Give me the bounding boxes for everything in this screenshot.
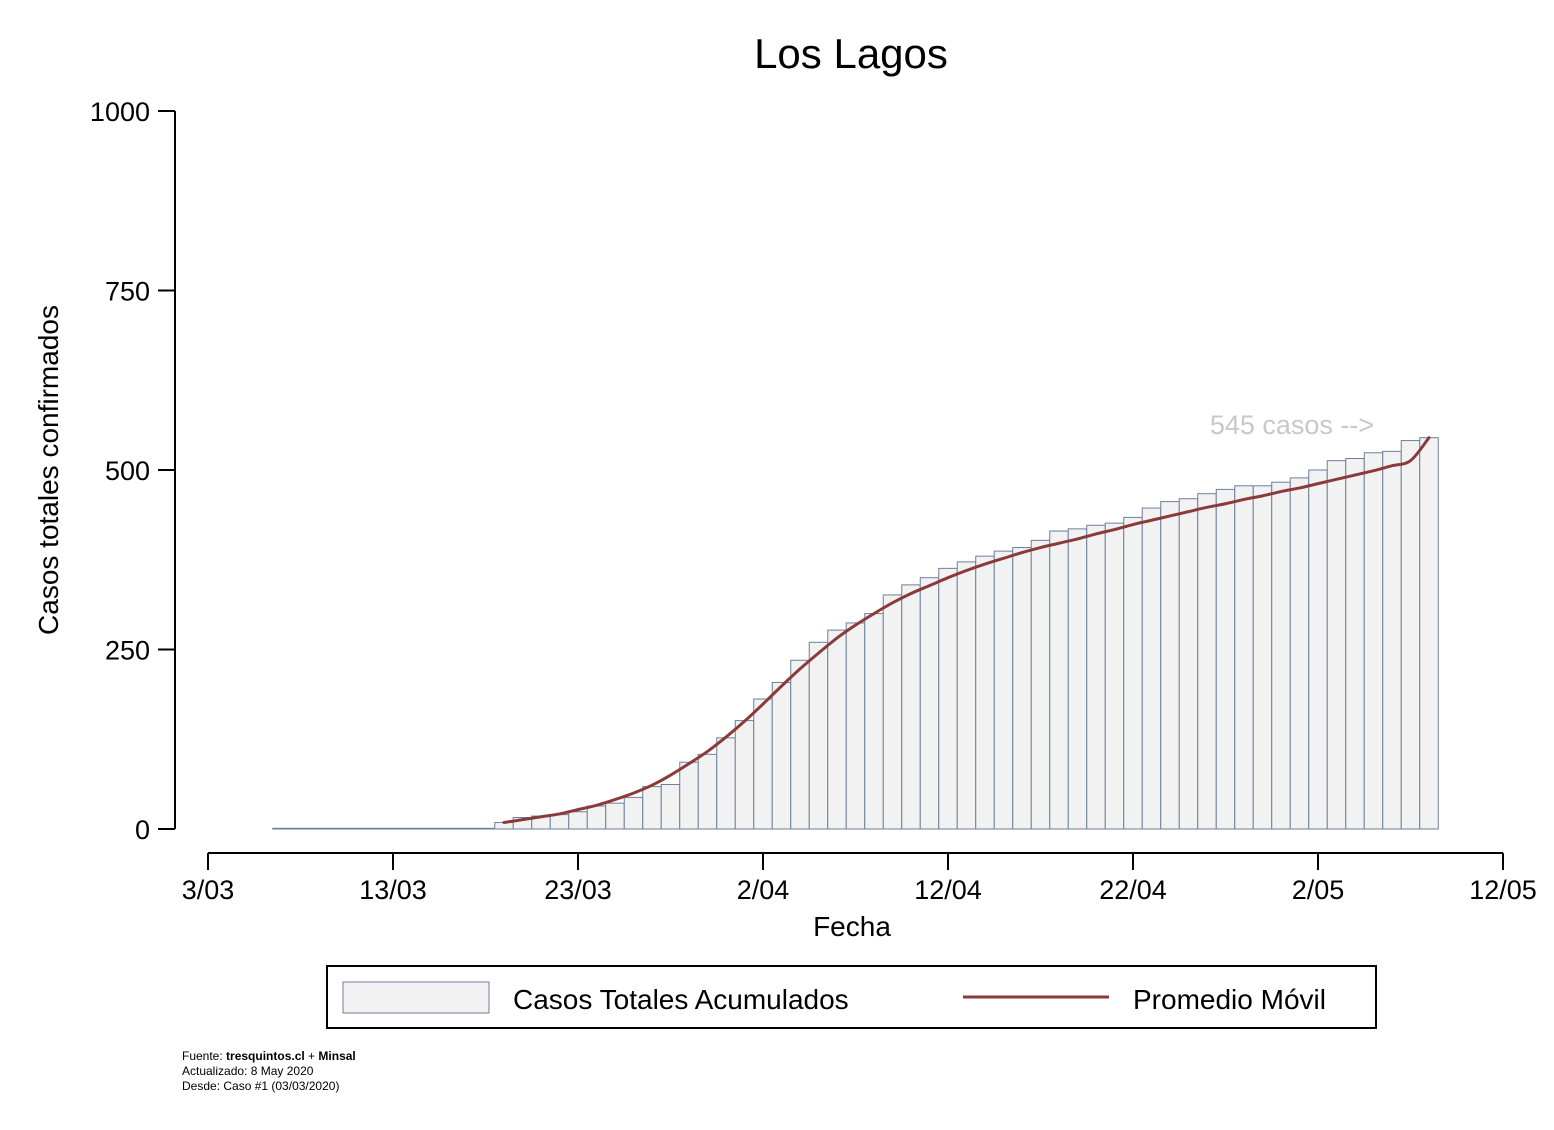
- bar-2020-04-10: [901, 584, 921, 830]
- bar-2020-03-07: [272, 827, 292, 830]
- legend: Casos Totales Acumulados Promedio Móvil: [326, 965, 1377, 1029]
- bar-2020-04-29: [1252, 485, 1273, 830]
- bar-2020-03-27: [642, 786, 662, 830]
- bar-2020-03-23: [568, 811, 588, 830]
- bar-2020-03-08: [290, 827, 311, 830]
- bar-2020-03-31: [716, 737, 736, 830]
- y-tick-label-1000: 1000: [90, 97, 150, 127]
- bar-2020-03-25: [605, 802, 625, 830]
- x-tick-label-4: 12/04: [914, 875, 982, 905]
- bar-2020-04-16: [1012, 547, 1032, 830]
- bar-2020-04-06: [827, 629, 847, 830]
- bar-2020-04-23: [1141, 507, 1162, 830]
- bar-2020-04-24: [1160, 501, 1180, 830]
- x-tick-label-5: 22/04: [1099, 875, 1167, 905]
- legend-swatch-bar: [342, 981, 490, 1014]
- bar-2020-05-04: [1345, 458, 1365, 830]
- y-tick-label-0: 0: [135, 815, 150, 845]
- bar-2020-04-27: [1215, 488, 1236, 830]
- x-axis: 3/03 13/03 23/03 2/04 12/04 22/04 2/05 12/05: [182, 852, 1537, 905]
- bar-2020-03-18: [475, 827, 496, 830]
- bar-2020-03-14: [401, 827, 422, 830]
- bar-2020-04-26: [1197, 493, 1217, 830]
- footer-since: Desde: Caso #1 (03/03/2020): [182, 1079, 340, 1093]
- bar-2020-04-11: [919, 577, 940, 830]
- moving-average-line: [502, 436, 1431, 825]
- x-tick-label-1: 13/03: [359, 875, 427, 905]
- chart-title: Los Lagos: [754, 30, 948, 77]
- bar-2020-04-03: [771, 682, 792, 830]
- bar-2020-04-15: [993, 550, 1014, 830]
- footer-source-site: tresquintos.cl: [226, 1049, 305, 1063]
- bar-2020-03-30: [697, 753, 718, 830]
- bar-series: [272, 437, 1439, 830]
- bar-2020-04-04: [790, 659, 810, 830]
- bar-2020-04-21: [1104, 522, 1125, 830]
- y-tick-label-750: 750: [105, 277, 150, 307]
- y-tick-label-500: 500: [105, 456, 150, 486]
- bar-2020-03-10: [327, 827, 348, 830]
- bar-2020-05-06: [1382, 450, 1402, 830]
- bar-2020-05-02: [1308, 469, 1328, 830]
- legend-label-bars: Casos Totales Acumulados: [513, 984, 849, 1015]
- x-axis-title: Fecha: [813, 911, 891, 942]
- bar-2020-04-30: [1271, 481, 1291, 830]
- x-tick-label-2: 23/03: [544, 875, 612, 905]
- bar-2020-03-09: [309, 827, 329, 830]
- bar-2020-04-09: [882, 594, 903, 830]
- bar-2020-03-12: [364, 827, 385, 830]
- bar-2020-03-22: [549, 814, 570, 830]
- y-axis: 0 250 500 750 1000: [90, 97, 176, 845]
- bar-2020-04-13: [956, 561, 977, 830]
- y-axis-title: Casos totales confirmados: [33, 305, 64, 635]
- bar-2020-03-28: [660, 783, 681, 830]
- bar-2020-03-29: [679, 761, 699, 830]
- bar-2020-05-05: [1363, 452, 1384, 830]
- x-tick-label-3: 2/04: [737, 875, 790, 905]
- bar-2020-04-28: [1234, 485, 1254, 830]
- bar-2020-04-17: [1030, 539, 1051, 830]
- legend-label-line: Promedio Móvil: [1133, 984, 1326, 1015]
- bar-2020-04-12: [938, 567, 958, 830]
- bar-2020-04-25: [1178, 498, 1199, 830]
- bar-2020-05-08: [1419, 437, 1439, 830]
- bar-2020-04-08: [864, 613, 884, 830]
- annotation-545-casos: 545 casos -->: [1210, 410, 1374, 440]
- x-tick-label-7: 12/05: [1469, 875, 1537, 905]
- bar-2020-03-17: [457, 827, 477, 830]
- bar-2020-04-07: [845, 622, 866, 830]
- bar-2020-05-03: [1326, 460, 1347, 830]
- bar-2020-03-16: [438, 827, 459, 830]
- bar-2020-03-15: [420, 827, 440, 830]
- bar-2020-04-05: [808, 641, 829, 830]
- bar-2020-04-19: [1067, 528, 1088, 830]
- bar-2020-05-01: [1289, 477, 1310, 830]
- bar-2020-04-14: [975, 555, 995, 830]
- bar-2020-04-18: [1049, 530, 1069, 830]
- bar-2020-03-11: [346, 827, 366, 830]
- legend-box: [326, 965, 1377, 1029]
- footer-updated: Actualizado: 8 May 2020: [182, 1064, 314, 1078]
- bar-2020-03-24: [586, 805, 607, 830]
- bar-2020-03-13: [383, 827, 403, 830]
- bar-2020-04-01: [734, 720, 755, 830]
- line-series: [502, 436, 1431, 825]
- bar-2020-04-22: [1123, 516, 1143, 830]
- y-tick-label-250: 250: [105, 636, 150, 666]
- footer-source-org: Minsal: [318, 1049, 356, 1063]
- bar-2020-03-26: [623, 796, 644, 830]
- bar-2020-04-20: [1086, 524, 1106, 830]
- x-tick-label-0: 3/03: [182, 875, 235, 905]
- bar-2020-05-07: [1400, 440, 1421, 830]
- footer-source: Fuente: tresquintos.cl + Minsal: [182, 1049, 356, 1063]
- x-tick-label-6: 2/05: [1292, 875, 1345, 905]
- bar-2020-04-02: [753, 698, 773, 830]
- footer-notes: Fuente: tresquintos.cl + Minsal Actualiz…: [182, 1049, 356, 1094]
